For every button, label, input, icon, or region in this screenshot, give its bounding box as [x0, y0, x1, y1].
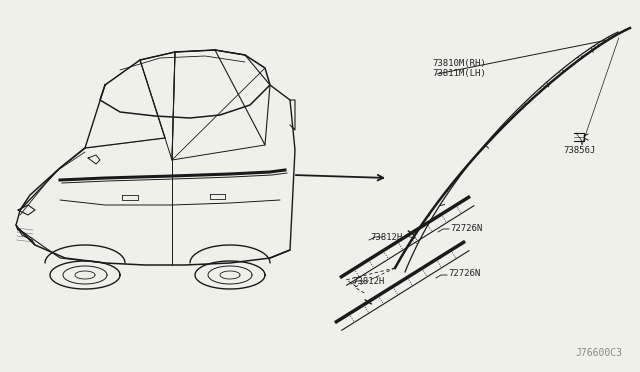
Text: 72726N: 72726N [450, 224, 483, 232]
Text: 73812H: 73812H [370, 232, 403, 241]
Text: J76600C3: J76600C3 [575, 348, 622, 358]
Text: 73812H: 73812H [352, 276, 384, 285]
Text: 73810M(RH): 73810M(RH) [432, 59, 486, 68]
Text: 73856J: 73856J [563, 146, 595, 155]
Text: 72726N: 72726N [448, 269, 480, 279]
Text: 73811M(LH): 73811M(LH) [432, 69, 486, 78]
